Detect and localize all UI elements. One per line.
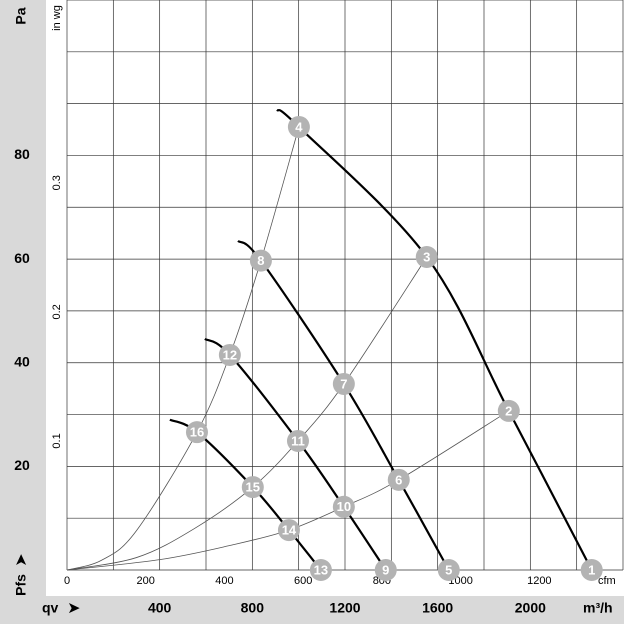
y-tick-label: 40 <box>14 353 30 369</box>
operating-point: 15 <box>241 476 264 499</box>
x-arrow: ➤ <box>68 600 80 616</box>
point-marker <box>497 399 520 422</box>
operating-point: 1 <box>580 559 603 581</box>
y-unit: Pa <box>13 7 29 24</box>
point-label: 11 <box>291 433 305 448</box>
point-marker <box>249 249 272 272</box>
x-unit: m³/h <box>583 600 613 616</box>
point-label: 14 <box>282 523 297 538</box>
point-marker <box>332 372 355 395</box>
x2-tick-label: 0 <box>64 575 70 587</box>
operating-point: 16 <box>185 421 208 444</box>
operating-point: 14 <box>277 519 300 542</box>
point-marker <box>185 421 208 444</box>
operating-point: 6 <box>387 468 410 491</box>
bottom-band <box>0 596 624 624</box>
point-marker <box>415 246 438 269</box>
x2-tick-label: 400 <box>215 575 233 587</box>
point-label: 16 <box>190 425 204 440</box>
operating-point: 9 <box>374 559 397 581</box>
point-marker <box>287 115 310 138</box>
operating-point: 5 <box>437 559 460 581</box>
point-marker <box>241 476 264 499</box>
curve <box>237 240 450 571</box>
y2-tick-label: 0.3 <box>51 175 63 190</box>
operating-point: 7 <box>332 372 355 395</box>
y-tick-label: 20 <box>14 457 30 473</box>
point-label: 9 <box>382 562 389 577</box>
point-marker <box>374 559 397 581</box>
x-tick-label: 400 <box>148 600 172 616</box>
point-label: 12 <box>223 347 237 362</box>
operating-point: 12 <box>218 343 241 366</box>
curve <box>66 256 428 571</box>
x2-tick-label: 1200 <box>527 575 551 587</box>
x-tick-label: 1600 <box>422 600 453 616</box>
point-label: 3 <box>423 249 430 264</box>
operating-point: 4 <box>287 115 310 138</box>
y-tick-label: 80 <box>14 146 30 162</box>
x2-unit: cfm <box>598 575 616 587</box>
y2-tick-label: 0.1 <box>51 433 63 448</box>
point-label: 8 <box>257 253 264 268</box>
point-marker <box>332 495 355 518</box>
point-label: 10 <box>337 499 351 514</box>
x2-tick-label: 600 <box>294 575 312 587</box>
x2-tick-label: 200 <box>137 575 155 587</box>
y2-tick-label: 0.2 <box>51 304 63 319</box>
point-label: 7 <box>340 376 347 391</box>
point-label: 1 <box>588 562 595 577</box>
y2-unit: in wg <box>51 5 63 31</box>
y-tick-label: 60 <box>14 250 30 266</box>
point-label: 6 <box>395 472 402 487</box>
point-label: 2 <box>505 403 512 418</box>
point-label: 15 <box>246 480 260 495</box>
point-label: 13 <box>314 562 328 577</box>
operating-point: 13 <box>309 559 332 581</box>
operating-point: 8 <box>249 249 272 272</box>
y-label: Pfs <box>13 574 29 596</box>
point-marker <box>218 343 241 366</box>
operating-point: 3 <box>415 246 438 269</box>
operating-point: 10 <box>332 495 355 518</box>
point-marker <box>286 429 309 452</box>
y-arrow: ➤ <box>13 554 29 566</box>
point-label: 5 <box>445 562 452 577</box>
x-tick-label: 1200 <box>329 600 360 616</box>
x-tick-label: 2000 <box>515 600 546 616</box>
point-label: 4 <box>295 119 303 134</box>
curve <box>66 410 510 571</box>
operating-point: 2 <box>497 399 520 422</box>
point-marker <box>277 519 300 542</box>
x-label: qv <box>42 600 59 616</box>
x-tick-label: 800 <box>241 600 265 616</box>
operating-point: 11 <box>286 429 309 452</box>
point-marker <box>580 559 603 581</box>
curve <box>66 126 300 571</box>
point-marker <box>309 559 332 581</box>
left-band <box>0 0 46 624</box>
point-marker <box>387 468 410 491</box>
curve <box>276 108 593 571</box>
point-marker <box>437 559 460 581</box>
